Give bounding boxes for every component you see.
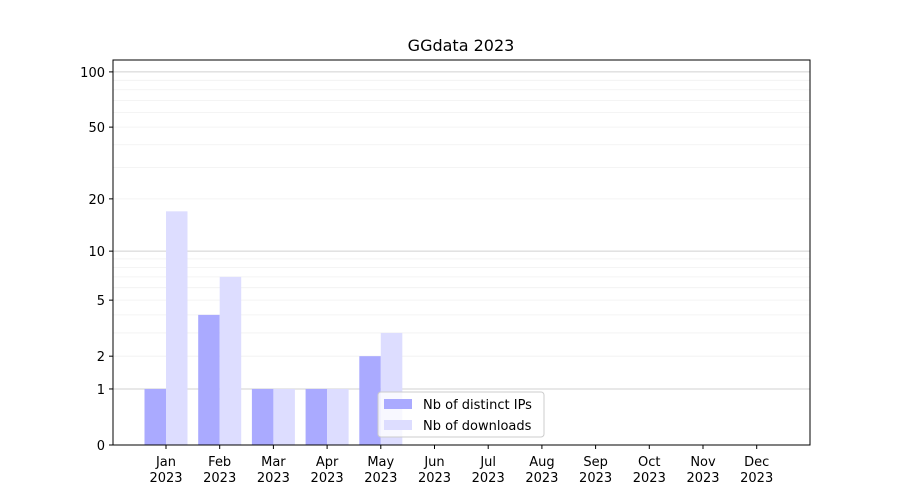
bar — [305, 388, 328, 445]
y-tick-label: 1 — [97, 383, 105, 398]
x-tick-month: Dec — [744, 455, 769, 470]
x-tick-year: 2023 — [579, 471, 612, 486]
x-tick-label: Jul 2023 — [472, 455, 505, 486]
bar — [144, 388, 166, 445]
x-tick-month: Feb — [208, 455, 231, 470]
y-tick-label: 0 — [97, 439, 105, 454]
x-tick-month: Jun — [423, 455, 444, 470]
x-tick-label: Mar 2023 — [257, 455, 290, 486]
x-tick-year: 2023 — [740, 471, 773, 486]
bar — [166, 211, 188, 445]
chart-title: GGdata 2023 — [408, 36, 515, 55]
x-tick-label: Jun 2023 — [418, 455, 451, 486]
x-tick-label: May 2023 — [364, 455, 397, 486]
legend-swatch — [384, 399, 412, 409]
x-tick-label: Jan 2023 — [149, 455, 182, 486]
bar — [273, 388, 295, 445]
bar — [359, 356, 381, 445]
y-tick-label: 100 — [80, 66, 105, 81]
x-tick-label: Dec 2023 — [740, 455, 773, 486]
x-tick-month: Nov — [690, 455, 716, 470]
x-tick-year: 2023 — [633, 471, 666, 486]
y-tick-label: 10 — [88, 245, 105, 260]
x-tick-month: May — [367, 455, 394, 470]
plot-frame — [112, 59, 811, 446]
x-tick-year: 2023 — [257, 471, 290, 486]
x-tick-year: 2023 — [149, 471, 182, 486]
x-tick-label: Apr 2023 — [311, 455, 344, 486]
x-tick-label: Nov 2023 — [686, 455, 719, 486]
x-tick-year: 2023 — [418, 471, 451, 486]
bar — [327, 388, 349, 445]
x-tick-label: Sep 2023 — [579, 455, 612, 486]
y-tick-label: 2 — [97, 350, 105, 365]
x-tick-month: Aug — [529, 455, 554, 470]
x-tick-label: Feb 2023 — [203, 455, 236, 486]
legend-swatch — [384, 420, 412, 430]
legend-label: Nb of distinct IPs — [423, 398, 532, 413]
x-tick-year: 2023 — [472, 471, 505, 486]
x-tick-month: Jul — [479, 455, 496, 470]
x-tick-month: Mar — [261, 455, 286, 470]
x-tick-label: Aug 2023 — [525, 455, 558, 486]
x-tick-month: Apr — [316, 455, 339, 470]
x-tick-month: Sep — [583, 455, 608, 470]
bar — [198, 314, 220, 445]
x-tick-year: 2023 — [203, 471, 236, 486]
bar — [219, 276, 242, 445]
bar — [251, 388, 274, 445]
legend-box — [377, 391, 545, 438]
y-tick-label: 50 — [88, 121, 105, 136]
x-tick-year: 2023 — [686, 471, 719, 486]
x-tick-month: Oct — [638, 455, 660, 470]
x-tick-year: 2023 — [311, 471, 344, 486]
x-tick-label: Oct 2023 — [633, 455, 666, 486]
y-tick-label: 5 — [97, 294, 105, 309]
y-tick-label: 20 — [88, 193, 105, 208]
x-tick-year: 2023 — [364, 471, 397, 486]
x-tick-year: 2023 — [525, 471, 558, 486]
legend-label: Nb of downloads — [423, 419, 532, 434]
x-tick-month: Jan — [155, 455, 176, 470]
